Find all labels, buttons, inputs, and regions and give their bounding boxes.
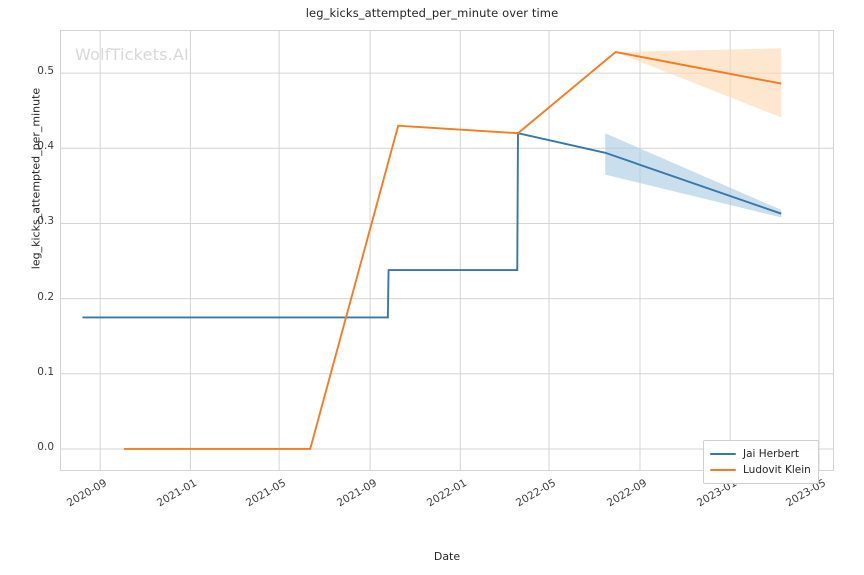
chart-title: leg_kicks_attempted_per_minute over time bbox=[305, 6, 559, 20]
y-tick-label: 0.3 bbox=[37, 215, 54, 228]
y-tick-label: 0.0 bbox=[37, 440, 54, 453]
legend-color-swatch bbox=[710, 452, 736, 456]
x-tick-label: 2022-01 bbox=[425, 477, 470, 510]
series-lines bbox=[82, 51, 782, 450]
confidence-bands bbox=[605, 48, 782, 218]
legend-color-swatch bbox=[710, 468, 736, 472]
plot-area: WolfTickets.AI bbox=[60, 30, 834, 471]
x-tick-label: 2021-01 bbox=[155, 477, 200, 510]
confidence-band bbox=[615, 48, 782, 118]
grid-lines bbox=[61, 31, 833, 470]
x-tick-label: 2022-05 bbox=[514, 477, 559, 510]
y-tick-label: 0.1 bbox=[37, 365, 54, 378]
x-tick-label: 2022-09 bbox=[605, 477, 649, 510]
x-tick-label: 2021-09 bbox=[335, 477, 380, 510]
y-tick-label: 0.2 bbox=[37, 290, 54, 303]
legend-label: Ludovit Klein bbox=[743, 464, 811, 476]
confidence-band bbox=[605, 133, 782, 218]
y-tick-label: 0.5 bbox=[37, 65, 54, 78]
x-tick-label: 2021-05 bbox=[244, 477, 289, 510]
series-line bbox=[82, 132, 782, 319]
chart-legend[interactable]: Jai Herbert Ludovit Klein bbox=[703, 440, 819, 484]
legend-item[interactable]: Jai Herbert bbox=[710, 446, 811, 462]
x-tick-label: 2020-09 bbox=[65, 477, 110, 510]
y-axis-label: leg_kicks_attempted_per_minute bbox=[29, 87, 43, 270]
y-tick-label: 0.4 bbox=[37, 140, 54, 153]
x-axis-label: Date bbox=[433, 550, 461, 563]
series-line bbox=[123, 51, 782, 450]
legend-label: Jai Herbert bbox=[743, 448, 800, 460]
plot-canvas bbox=[61, 31, 833, 470]
legend-item[interactable]: Ludovit Klein bbox=[710, 462, 811, 478]
